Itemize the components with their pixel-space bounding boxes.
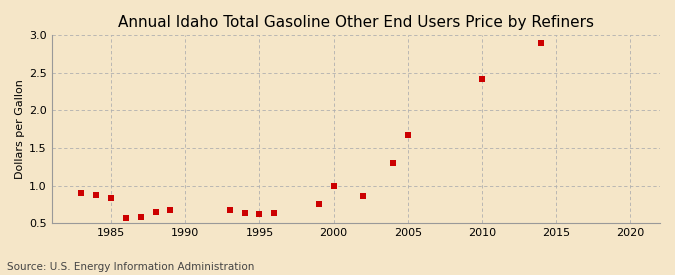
Point xyxy=(239,211,250,216)
Point xyxy=(106,196,117,200)
Point xyxy=(358,194,369,198)
Point xyxy=(121,216,132,220)
Point xyxy=(387,161,398,165)
Point xyxy=(136,215,146,219)
Point xyxy=(402,133,413,138)
Point xyxy=(76,191,87,195)
Point xyxy=(536,41,547,45)
Y-axis label: Dollars per Gallon: Dollars per Gallon xyxy=(15,79,25,179)
Point xyxy=(477,77,487,81)
Title: Annual Idaho Total Gasoline Other End Users Price by Refiners: Annual Idaho Total Gasoline Other End Us… xyxy=(118,15,594,30)
Point xyxy=(313,201,324,206)
Point xyxy=(328,184,339,189)
Point xyxy=(224,208,235,213)
Text: Source: U.S. Energy Information Administration: Source: U.S. Energy Information Administ… xyxy=(7,262,254,272)
Point xyxy=(165,208,176,213)
Point xyxy=(254,212,265,216)
Point xyxy=(269,211,279,216)
Point xyxy=(151,210,161,214)
Point xyxy=(91,193,102,197)
